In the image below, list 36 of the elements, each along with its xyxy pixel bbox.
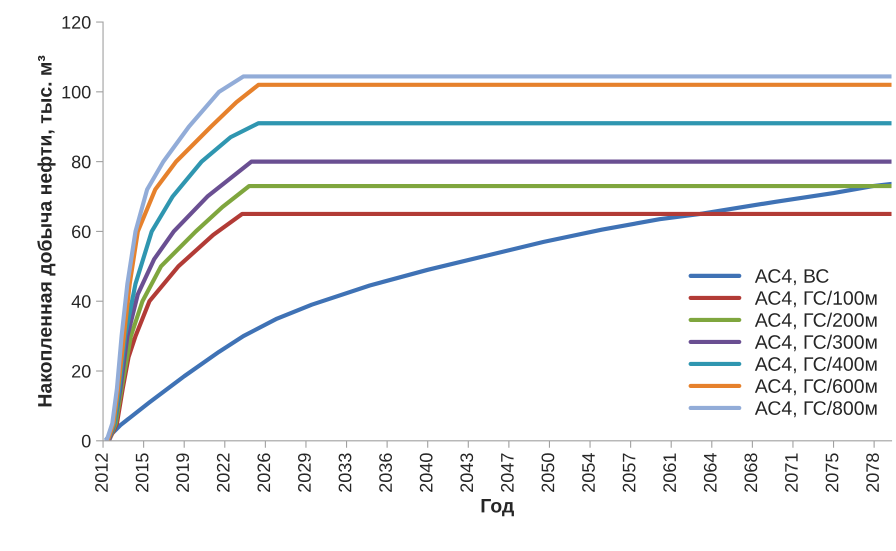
y-tick-label: 40 [72, 295, 91, 308]
x-tick-label: 2061 [663, 453, 676, 492]
x-tick-label: 2075 [826, 453, 838, 492]
x-tick-label: 2064 [704, 453, 717, 492]
legend-label: АС4, ГС/400м [754, 356, 877, 374]
x-tick-label: 2050 [542, 453, 554, 492]
y-tick-label: 100 [62, 86, 91, 99]
x-tick-label: 2054 [582, 453, 595, 492]
legend-label: АС4, ГС/800м [754, 400, 877, 418]
y-tick-label: 80 [72, 156, 91, 168]
legend-label: АС4, ГС/100м [754, 290, 877, 308]
y-tick-label: 20 [72, 364, 91, 378]
x-tick-label: 2026 [257, 453, 270, 492]
x-axis-title: Год [482, 499, 514, 516]
x-tick-label: 2068 [744, 453, 758, 492]
x-tick-label: 2033 [338, 453, 352, 492]
x-tick-label: 2036 [379, 453, 392, 492]
x-tick-label: 2029 [298, 453, 311, 492]
x-tick-label: 2047 [500, 454, 514, 492]
legend-label: АС4, ГС/600м [754, 378, 877, 396]
x-tick-label: 2022 [216, 454, 230, 492]
y-axis-title: Накопленная добыча нефти, тыс. м³ [37, 56, 56, 406]
x-tick-label: 2040 [420, 453, 433, 492]
legend-label: АС4, ГС/200м [754, 312, 877, 330]
x-tick-label: 2057 [622, 454, 636, 492]
y-tick-label: 60 [72, 225, 91, 238]
legend-label: АС4, ВС [754, 269, 829, 286]
y-tick-label: 120 [62, 16, 91, 29]
y-tick-label: 0 [82, 434, 91, 448]
x-tick-label: 2019 [176, 453, 190, 492]
x-tick-label: 2043 [460, 453, 474, 492]
x-tick-label: 2015 [136, 453, 148, 492]
x-tick-label: 2012 [95, 454, 108, 492]
x-tick-label: 2071 [785, 453, 798, 492]
x-tick-label: 2078 [866, 453, 879, 492]
legend-label: АС4, ГС/300м [754, 334, 877, 352]
